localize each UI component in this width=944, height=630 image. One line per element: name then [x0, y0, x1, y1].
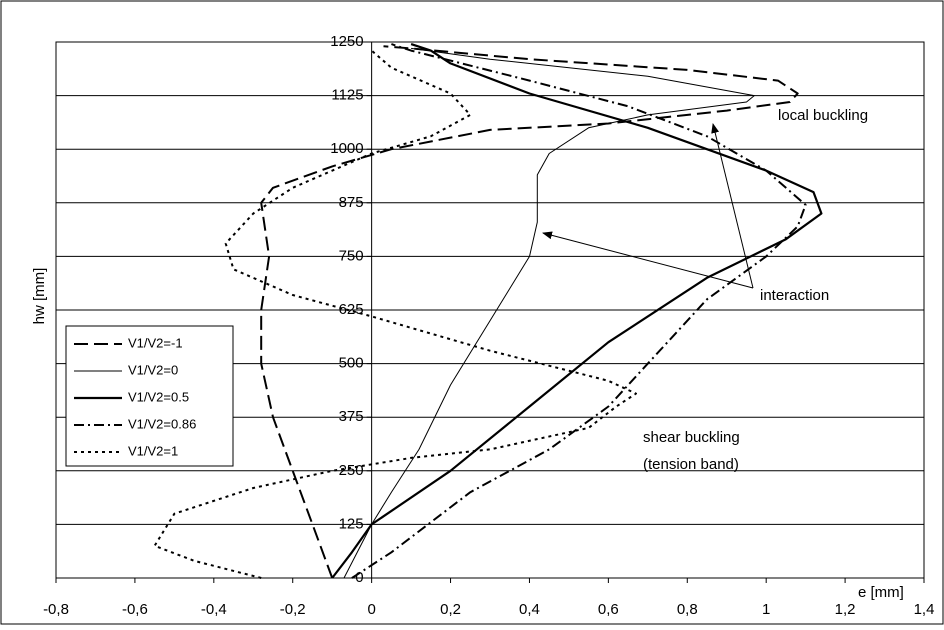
plot-border: [55, 41, 925, 579]
legend-label: V1/V2=-1: [128, 335, 183, 350]
y-tick-label: 250: [339, 462, 364, 479]
legend-label: V1/V2=1: [128, 443, 178, 458]
annotation: shear buckling: [643, 429, 740, 446]
y-axis-label: hw [mm]: [31, 268, 48, 325]
x-tick-label: -0,6: [122, 601, 148, 618]
arrow: [542, 231, 754, 289]
y-tick-label: 0: [355, 569, 363, 586]
x-tick-label: 1,2: [835, 601, 856, 618]
x-tick-label: 1: [762, 601, 770, 618]
series-line: [351, 43, 807, 579]
y-tick-label: 875: [339, 194, 364, 211]
y-tick-label: 750: [339, 247, 364, 264]
y-tick-label: 1000: [330, 140, 363, 157]
annotation: local buckling: [778, 107, 868, 124]
y-tick-label: 125: [339, 515, 364, 532]
annotation: (tension band): [643, 456, 739, 473]
series-line: [260, 45, 799, 579]
series-line: [153, 49, 637, 579]
x-tick-label: 0,8: [677, 601, 698, 618]
y-tick-label: 375: [339, 408, 364, 425]
y-tick-label: 1125: [331, 87, 363, 104]
legend: [65, 325, 234, 467]
x-tick-label: 1,4: [914, 601, 935, 618]
y-tick-label: 625: [339, 301, 364, 318]
x-tick-label: 0: [367, 601, 375, 618]
annotation: interaction: [760, 287, 829, 304]
x-tick-label: -0,4: [201, 601, 227, 618]
legend-label: V1/V2=0.86: [128, 416, 196, 431]
x-tick-label: 0,4: [519, 601, 540, 618]
x-axis-label: e [mm]: [858, 584, 904, 601]
x-tick-label: -0,2: [280, 601, 306, 618]
y-tick-label: 500: [339, 355, 364, 372]
x-tick-label: -0,8: [43, 601, 69, 618]
legend-label: V1/V2=0: [128, 362, 178, 377]
y-tick-label: 1250: [330, 33, 363, 50]
arrow: [711, 123, 754, 289]
x-tick-label: 0,6: [598, 601, 619, 618]
x-tick-label: 0,2: [440, 601, 461, 618]
series-line: [343, 47, 755, 579]
series-line: [331, 43, 823, 579]
legend-label: V1/V2=0.5: [128, 389, 189, 404]
